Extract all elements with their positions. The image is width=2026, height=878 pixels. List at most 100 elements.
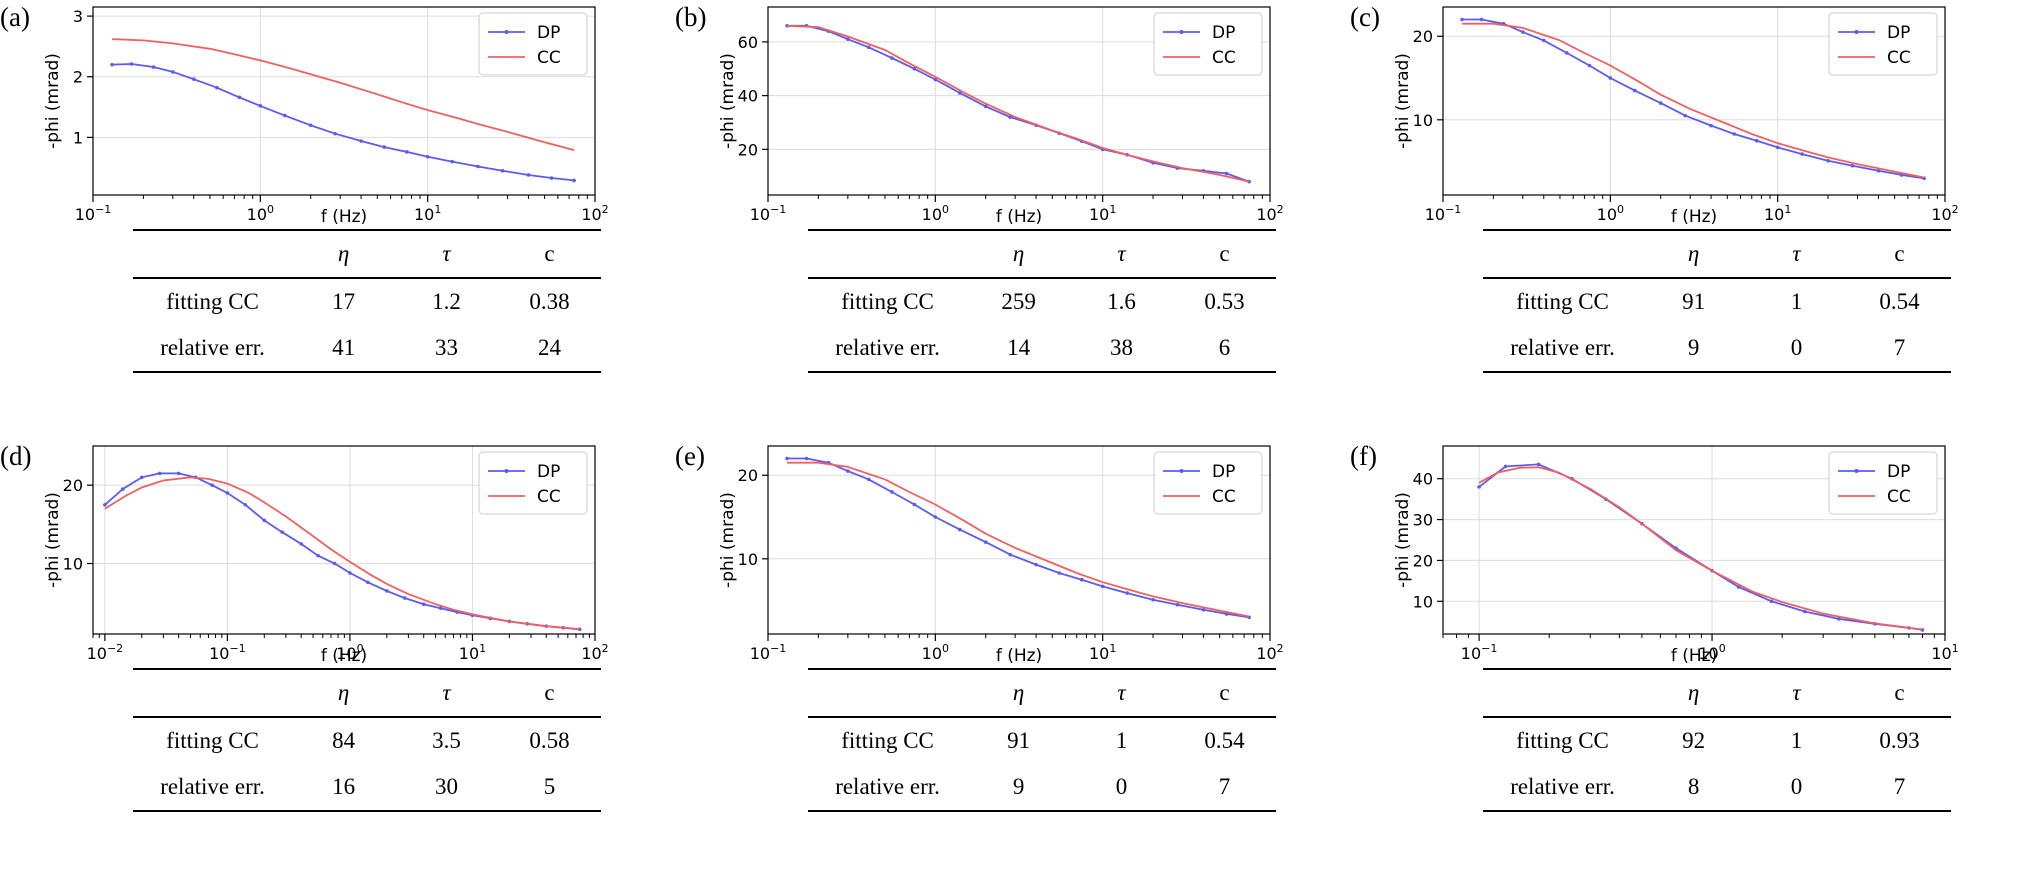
data-point [282,113,287,118]
data-point [866,45,871,50]
cell-tau: 0 [1790,774,1803,799]
header-eta: η [1012,241,1025,266]
data-point [1057,571,1062,575]
table-row: relative err. 8 0 7 [1483,764,1951,811]
chart-e: 10−1 100 101 102 10 20 f (Hz) -phi (mrad) DP CC [718,445,1284,666]
plot-frame [92,6,596,196]
legend-label-cc: CC [1887,487,1911,507]
table-row: relative err. 16 30 5 [133,764,601,811]
cell-c: 7 [1893,774,1906,799]
data-point [1775,145,1780,150]
y-tick-label: 20 [738,140,758,159]
x-tick-label: 100 [922,203,949,224]
x-tick-label: 100 [247,203,274,224]
x-tick-label: 10−1 [75,203,112,224]
cell-eta: 9 [1687,335,1700,360]
data-point [983,540,988,544]
series-line-cc [1462,22,1925,179]
series-line-dp [112,63,575,182]
legend-label-dp: DP [1887,23,1910,43]
x-tick-label: 100 [336,642,363,663]
data-point [1477,485,1481,489]
data-point [1632,88,1637,93]
legend-marker [1179,30,1184,34]
data-point [1479,17,1484,22]
data-point [1503,464,1508,469]
data-point [1587,63,1592,68]
chart-d: 10−2 10−1 100 101 102 10 20 f (Hz) -phi (mrad) DP… [43,445,609,666]
x-axis-label: f (Hz) [1671,646,1717,666]
legend-box [478,451,588,515]
cell-tau: 30 [435,774,459,799]
table-row: fitting CC 92 1 0.93 [1483,717,1951,764]
data-point [171,70,175,74]
y-axis-label: -phi (mrad) [43,492,63,588]
x-tick-label: 101 [1764,203,1791,224]
data-point [1034,562,1038,567]
legend-marker [1854,469,1859,473]
data-point [1826,158,1830,163]
table-row: fitting CC 17 1.2 0.38 [133,278,601,325]
legend-marker [504,30,509,34]
x-tick-label: 10−1 [750,642,787,663]
y-tick-label: 20 [1413,27,1433,46]
data-point [912,66,917,71]
plot-frame [1442,6,1946,196]
data-point [333,131,337,136]
table-header-row: η τ c [1483,230,1951,278]
data-point [1175,602,1180,607]
cell-eta: 41 [332,335,356,360]
data-point [1541,38,1546,43]
legend-box [1828,12,1938,76]
data-point [438,606,443,610]
chart-c: 10−1 100 101 102 10 20 f (Hz) -phi (mrad) DP CC [1393,6,1959,227]
row-label: relative err. [1510,335,1615,360]
data-point [1608,76,1613,80]
cell-tau: 38 [1110,335,1134,360]
data-point [382,145,387,149]
row-label: fitting CC [841,289,934,314]
table-row: relative err. 41 33 24 [133,325,601,372]
chart-a: 10−1 100 101 102 1 2 3 f (Hz) -phi (mrad) DP CC [43,6,609,227]
data-point [912,502,917,507]
data-point [1800,152,1804,156]
x-tick-label: 102 [1256,642,1283,663]
data-point [385,589,389,593]
legend-box [1828,451,1938,515]
header-eta: η [1687,680,1700,705]
data-point [402,596,407,600]
cell-c: 0.54 [1879,289,1920,314]
panel-label: (f) [1350,441,1377,471]
panel-d: (d) 10−2 10−1 100 101 102 10 20 f (Hz) -phi (mra… [0,439,675,878]
row-label: relative err. [1510,774,1615,799]
row-label: relative err. [160,335,265,360]
data-point [316,553,320,558]
legend-label-cc: CC [1887,48,1911,68]
data-point [957,527,962,532]
header-eta: η [1687,241,1700,266]
cell-c: 0.93 [1879,728,1920,753]
cell-c: 7 [1218,774,1231,799]
legend-label-dp: DP [1212,23,1235,43]
panel-a: (a) 10−1 100 101 102 1 2 3 f (Hz) -phi (mrad) DP C… [0,0,675,439]
data-point [1709,123,1713,128]
panel-label: (e) [675,441,705,471]
legend-label-cc: CC [537,487,561,507]
data-point [299,542,303,546]
y-axis-label: -phi (mrad) [718,492,738,588]
data-point [1536,462,1541,467]
data-point [215,85,219,90]
table-row: fitting CC 84 3.5 0.58 [133,717,601,764]
data-point [425,154,430,159]
data-point [421,602,426,607]
data-point [890,56,894,60]
data-point [110,62,114,67]
cell-c: 7 [1893,335,1906,360]
data-point [500,168,505,173]
cell-c: 0.53 [1204,289,1245,314]
plot-frame [767,6,1271,196]
data-point [366,580,370,585]
cell-tau: 1 [1115,728,1128,753]
y-tick-label: 40 [1413,470,1433,489]
data-point [1565,51,1569,55]
